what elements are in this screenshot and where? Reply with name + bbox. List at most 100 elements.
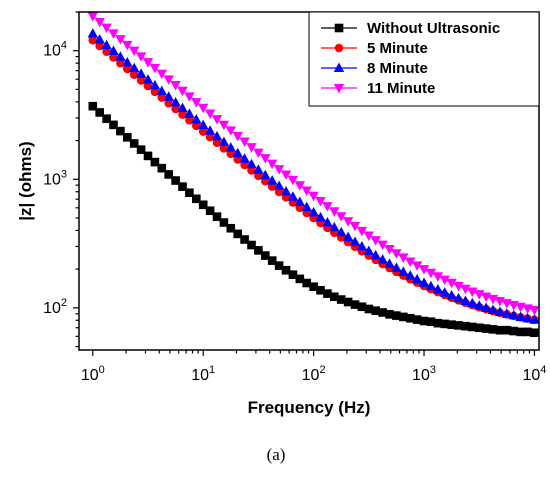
triangle-up-marker <box>384 258 395 268</box>
y-tick-label: 104 <box>43 40 67 60</box>
circle-marker <box>185 115 194 125</box>
square-marker <box>295 274 305 284</box>
circle-marker <box>192 121 201 131</box>
triangle-up-marker <box>232 147 243 158</box>
circle-marker <box>219 144 229 153</box>
triangle-up-marker <box>101 39 112 50</box>
triangle-down-marker <box>273 165 285 175</box>
triangle-down-marker <box>453 281 464 292</box>
y-tick-base: 10 <box>43 171 61 188</box>
square-marker <box>254 246 263 255</box>
triangle-down-marker <box>432 272 444 282</box>
triangle-up-marker <box>163 91 174 101</box>
square-marker <box>116 126 125 136</box>
x-tick-base: 10 <box>522 367 540 384</box>
triangle-down-marker <box>198 103 209 114</box>
triangle-up-marker <box>122 56 133 67</box>
square-marker <box>474 323 484 333</box>
circle-marker <box>226 149 236 159</box>
square-marker <box>309 282 318 292</box>
circle-marker <box>122 64 132 74</box>
triangle-up-marker <box>474 300 485 310</box>
triangle-up-marker <box>149 79 161 90</box>
triangle-up-marker <box>191 114 202 124</box>
circle-marker <box>95 41 104 51</box>
square-marker <box>143 151 153 161</box>
square-marker <box>212 212 222 221</box>
triangle-down-marker <box>377 240 388 251</box>
circle-marker <box>334 43 344 53</box>
triangle-down-marker <box>239 137 250 148</box>
triangle-up-marker <box>273 180 285 191</box>
square-marker <box>481 324 491 333</box>
legend-label: 5 Minute <box>367 40 428 57</box>
triangle-up-marker <box>342 231 354 242</box>
triangle-down-marker <box>218 120 230 131</box>
square-marker <box>378 308 387 317</box>
circle-marker <box>136 76 146 85</box>
triangle-up-marker <box>294 196 306 206</box>
triangle-up-marker <box>108 45 119 55</box>
triangle-up-marker <box>425 280 437 291</box>
triangle-up-marker <box>287 191 299 201</box>
x-tick-base: 10 <box>412 367 430 384</box>
triangle-down-marker <box>287 175 299 186</box>
circle-marker <box>116 58 125 68</box>
x-tick-base: 10 <box>81 367 99 384</box>
triangle-down-marker <box>246 143 257 153</box>
triangle-down-marker <box>260 154 271 164</box>
square-marker <box>261 251 270 260</box>
triangle-up-marker <box>94 33 105 44</box>
triangle-down-marker <box>177 86 188 97</box>
triangle-down-marker <box>267 159 278 170</box>
y-axis-title: |z| (ohms) <box>16 141 35 220</box>
square-marker <box>205 206 215 216</box>
square-marker <box>95 108 104 117</box>
triangle-down-marker <box>211 115 223 125</box>
circle-marker <box>205 132 215 142</box>
triangle-down-marker <box>315 197 326 207</box>
square-marker <box>419 316 429 326</box>
triangle-up-marker <box>211 130 223 141</box>
triangle-up-marker <box>170 96 181 107</box>
x-tick-label: 101 <box>191 364 215 384</box>
y-tick-exponent: 3 <box>61 168 67 180</box>
square-marker <box>281 265 291 275</box>
square-marker <box>447 320 456 329</box>
circle-marker <box>150 87 160 97</box>
square-marker <box>267 256 277 265</box>
triangle-up-marker <box>356 240 368 251</box>
legend-label: 8 Minute <box>367 60 428 77</box>
triangle-up-marker <box>370 249 381 260</box>
triangle-up-marker <box>322 216 333 227</box>
triangle-down-marker <box>94 17 105 28</box>
x-tick-label: 104 <box>522 364 546 384</box>
square-marker <box>440 319 450 329</box>
square-marker <box>371 306 381 316</box>
triangle-up-marker <box>363 245 375 255</box>
square-marker <box>122 133 132 142</box>
square-marker <box>530 328 539 338</box>
triangle-down-marker <box>101 23 112 34</box>
triangle-down-marker <box>308 191 319 202</box>
triangle-up-marker <box>494 306 506 316</box>
triangle-up-marker <box>453 292 464 303</box>
triangle-down-marker <box>294 181 306 191</box>
triangle-up-marker <box>439 287 450 297</box>
square-marker <box>523 327 532 337</box>
square-marker <box>461 321 470 331</box>
triangle-down-marker <box>163 75 174 85</box>
triangle-down-marker <box>356 226 368 237</box>
triangle-down-marker <box>398 253 409 263</box>
triangle-down-marker <box>425 268 437 279</box>
square-marker <box>350 300 360 309</box>
square-marker <box>323 289 332 298</box>
square-marker <box>171 176 180 185</box>
triangle-up-marker <box>501 308 513 318</box>
circle-marker <box>198 127 208 136</box>
series-layer <box>87 12 540 338</box>
square-marker <box>102 114 111 123</box>
triangle-up-marker <box>253 164 264 174</box>
triangle-down-marker <box>253 148 264 159</box>
